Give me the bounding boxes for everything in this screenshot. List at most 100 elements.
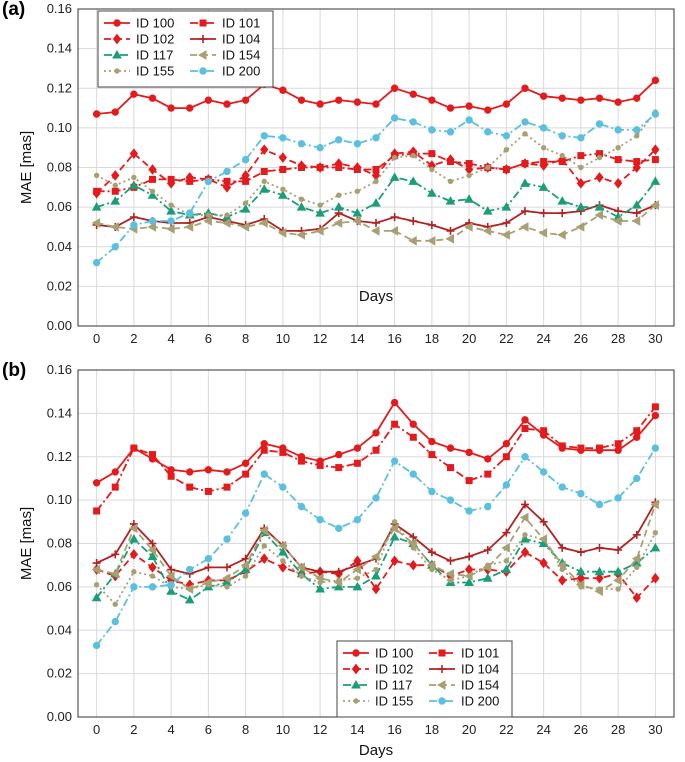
data-point: [92, 559, 101, 568]
data-point: [260, 446, 268, 454]
data-point: [446, 128, 455, 136]
data-point: [296, 562, 305, 573]
x-tick-label: 18: [425, 722, 439, 737]
data-point: [111, 468, 119, 476]
data-point: [205, 582, 212, 588]
data-point: [559, 152, 565, 159]
data-point: [389, 531, 400, 541]
data-point: [482, 226, 492, 236]
data-point: [521, 500, 529, 509]
data-point: [447, 464, 454, 472]
data-point: [429, 166, 435, 173]
data-point: [634, 564, 640, 571]
data-point: [632, 162, 641, 173]
legend-entry-label: ID 100: [136, 16, 174, 31]
data-point: [409, 559, 418, 571]
data-point: [445, 233, 454, 244]
data-point: [539, 92, 548, 100]
data-point: [613, 566, 623, 576]
data-point: [296, 230, 305, 240]
data-point: [148, 217, 157, 225]
data-point: [128, 523, 138, 534]
data-point: [502, 100, 511, 108]
x-tick-label: 10: [276, 722, 290, 737]
data-point: [279, 165, 287, 173]
legend-swatch-marker: [436, 680, 446, 690]
x-tick-label: 16: [387, 722, 401, 737]
data-point: [223, 468, 231, 476]
data-point: [111, 108, 119, 116]
data-point: [466, 573, 472, 579]
data-point: [651, 403, 659, 411]
data-point: [632, 209, 641, 218]
data-point: [465, 102, 473, 110]
data-point: [410, 152, 416, 159]
panel-label: (a): [2, 0, 25, 20]
legend-entry-label: ID 104: [461, 662, 499, 677]
x-tick-label: 2: [130, 722, 137, 737]
data-point: [633, 474, 641, 483]
data-point: [614, 156, 622, 164]
legend-swatch-marker: [352, 649, 360, 657]
data-point: [373, 178, 379, 185]
data-point: [372, 134, 380, 142]
y-tick-label: 0.08: [47, 160, 72, 175]
data-point: [446, 444, 455, 452]
data-point: [166, 571, 175, 581]
data-point: [650, 499, 659, 510]
y-tick-label: 0.16: [47, 1, 72, 16]
legend-entry-label: ID 102: [136, 32, 174, 47]
data-point: [446, 154, 455, 165]
x-tick-label: 14: [350, 331, 364, 346]
data-point: [558, 94, 566, 102]
y-axis-label: MAE [mas]: [18, 131, 35, 204]
data-point: [315, 226, 324, 236]
x-tick-label: 6: [205, 331, 212, 346]
data-point: [445, 569, 454, 579]
data-point: [539, 468, 548, 476]
data-point: [540, 144, 547, 151]
data-point: [221, 573, 231, 584]
data-point: [389, 226, 399, 236]
data-point: [521, 425, 529, 433]
data-point: [594, 566, 605, 576]
data-point: [131, 174, 137, 181]
data-point: [445, 196, 456, 205]
data-point: [595, 94, 604, 102]
data-point: [205, 212, 212, 218]
legend-entry-label: ID 154: [222, 48, 260, 63]
plot-frame: [77, 8, 675, 327]
data-point: [428, 96, 436, 104]
x-tick-label: 28: [611, 331, 625, 346]
data-point: [577, 96, 585, 104]
data-point: [261, 542, 267, 549]
x-tick-label: 20: [462, 722, 476, 737]
data-point: [166, 586, 176, 595]
chart-panel-b: 0.000.020.040.060.080.100.120.140.160 2 4 6…: [2, 360, 675, 759]
x-tick-label: 24: [536, 722, 550, 737]
data-point: [334, 567, 343, 576]
series-id-200: [92, 444, 660, 650]
data-point: [484, 128, 492, 136]
data-point: [148, 562, 157, 573]
data-point: [409, 433, 417, 441]
data-point: [184, 222, 194, 232]
data-point: [390, 398, 399, 407]
data-point: [111, 243, 119, 251]
data-point: [280, 186, 286, 192]
legend-entry-label: ID 200: [461, 694, 499, 709]
data-point: [333, 218, 343, 228]
data-point: [650, 542, 661, 552]
data-point: [575, 222, 585, 232]
data-point: [596, 154, 603, 161]
series-id-100: [92, 76, 660, 118]
data-point: [372, 494, 380, 502]
data-point: [484, 470, 492, 478]
data-point: [410, 545, 416, 551]
data-point: [335, 96, 343, 104]
data-point: [93, 172, 100, 179]
data-point: [316, 515, 324, 524]
data-point: [614, 546, 623, 555]
y-tick-label: 0.08: [47, 536, 72, 551]
data-point: [166, 178, 176, 189]
